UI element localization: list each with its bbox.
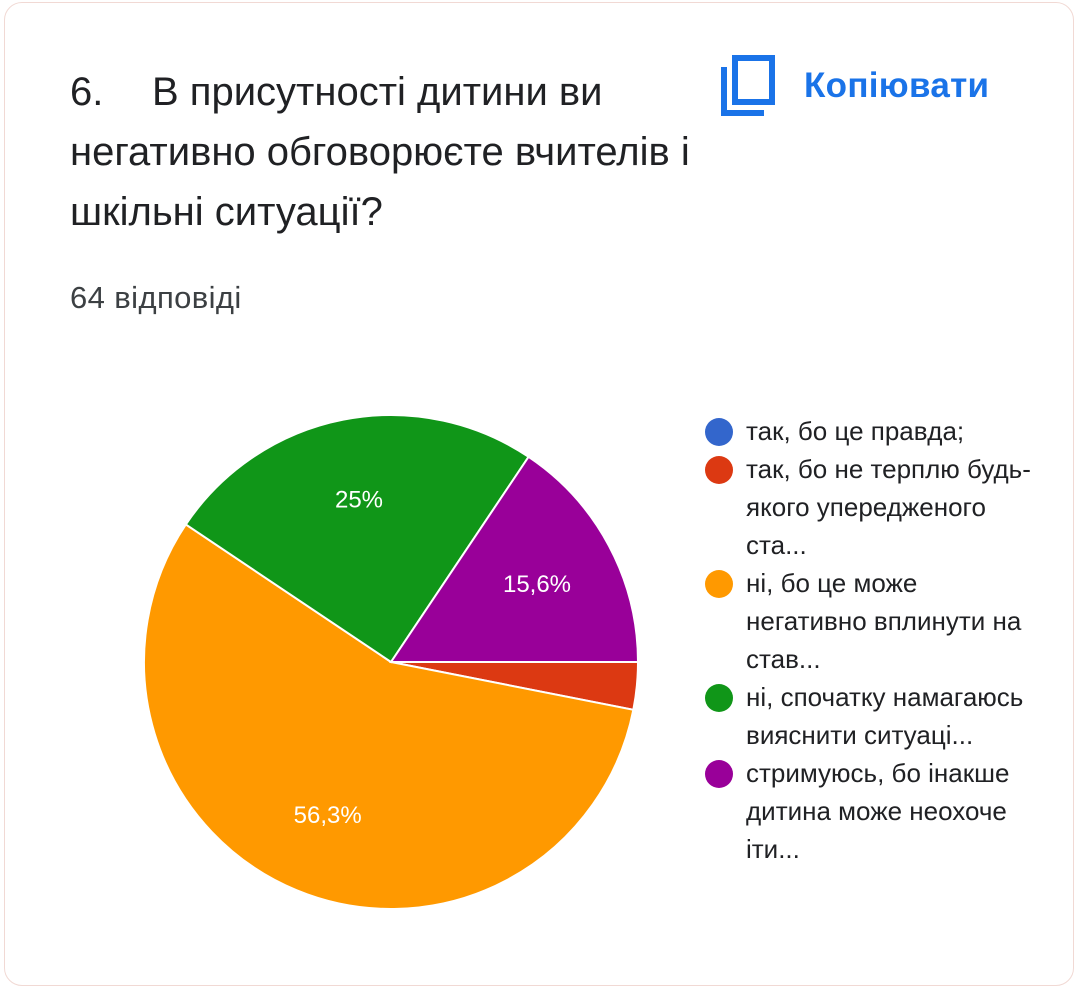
legend-label-2: ні, бо це може негативно вплинути на ста…: [746, 568, 1022, 674]
legend-item-0[interactable]: так, бо це правда;: [705, 412, 1035, 450]
legend-item-4[interactable]: стримуюсь, бо інакше дитина може неохоче…: [705, 754, 1035, 868]
legend-color-dot-3: [705, 684, 733, 712]
legend-label-3: ні, спочатку намагаюсь вияснити ситуаці.…: [746, 682, 1024, 750]
chart-legend: так, бо це правда; так, бо не терплю будь…: [705, 412, 1035, 868]
slice-percent-label-3: 25%: [335, 487, 383, 514]
pie-slice-2[interactable]: [143, 523, 635, 910]
pie-slice-3[interactable]: [184, 414, 530, 664]
legend-label-0: так, бо це правда;: [746, 416, 965, 446]
slice-percent-label-2: 56,3%: [294, 802, 362, 829]
question-number: 6.: [70, 70, 104, 114]
pie-slice-4[interactable]: [389, 455, 640, 663]
copy-button-label: Копіювати: [804, 66, 990, 105]
legend-color-dot-4: [705, 760, 733, 788]
legend-item-1[interactable]: так, бо не терплю будь-якого упередженог…: [705, 450, 1035, 564]
legend-label-1: так, бо не терплю будь-якого упередженог…: [746, 454, 1031, 560]
copy-button[interactable]: Копіювати: [720, 55, 989, 117]
legend-item-3[interactable]: ні, спочатку намагаюсь вияснити ситуаці.…: [705, 678, 1035, 754]
legend-color-dot-1: [705, 456, 733, 484]
slice-percent-label-4: 15,6%: [503, 571, 571, 598]
question-title: 6. В присутності дитини ви негативно обго…: [70, 62, 690, 242]
legend-color-dot-2: [705, 570, 733, 598]
legend-item-2[interactable]: ні, бо це може негативно вплинути на ста…: [705, 564, 1035, 678]
question-text: В присутності дитини ви негативно обгово…: [70, 70, 690, 234]
copy-icon: [721, 55, 775, 116]
response-count: 64 відповіді: [70, 280, 242, 315]
legend-label-4: стримуюсь, бо інакше дитина може неохоче…: [746, 758, 1010, 864]
legend-color-dot-0: [705, 418, 733, 446]
